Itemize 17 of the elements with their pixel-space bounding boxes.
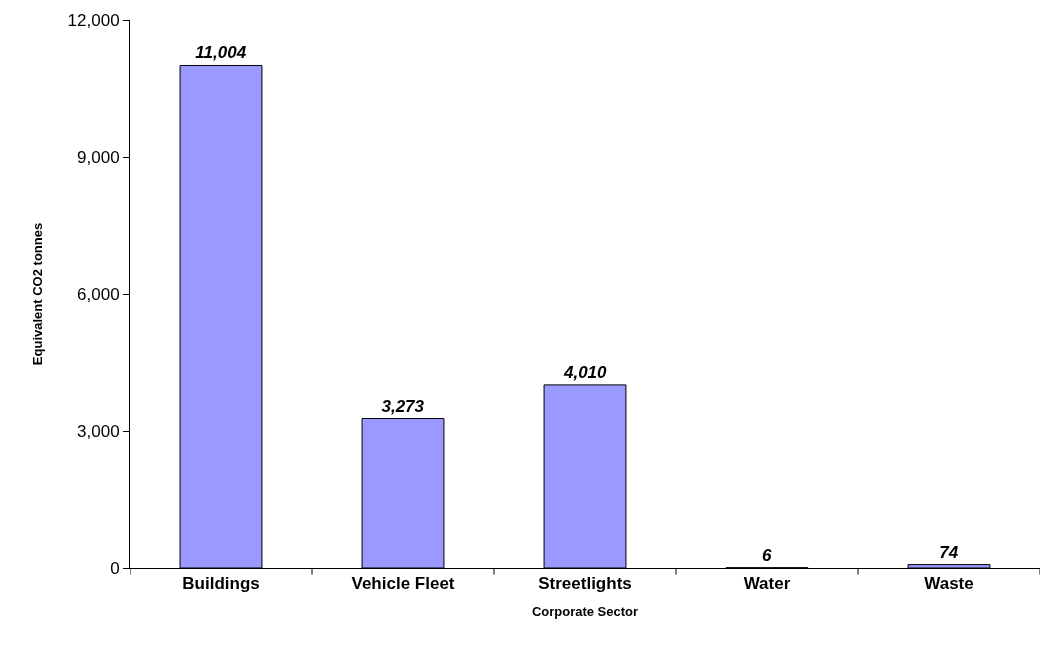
x-tick-label: Waste (924, 574, 974, 594)
y-tick-label: 6,000 (77, 284, 120, 304)
x-tick-label: Buildings (182, 574, 260, 594)
x-tick-label: Water (743, 574, 791, 594)
data-label: 6 (762, 545, 772, 565)
data-label: 11,004 (195, 43, 247, 63)
y-tick-label: 3,000 (77, 421, 120, 441)
y-tick-label: 0 (110, 558, 120, 578)
data-label: 74 (939, 542, 959, 562)
x-tick-label: Streetlights (538, 574, 632, 594)
x-tick-label: Vehicle Fleet (351, 574, 455, 594)
data-label: 3,273 (381, 396, 425, 416)
y-tick-label: 9,000 (77, 147, 120, 167)
x-axis-title: Corporate Sector (531, 604, 639, 619)
data-label: 4,010 (562, 362, 608, 382)
y-axis-title: Equivalent CO2 tonnes (29, 222, 45, 366)
y-tick-label: 12,000 (67, 10, 120, 30)
